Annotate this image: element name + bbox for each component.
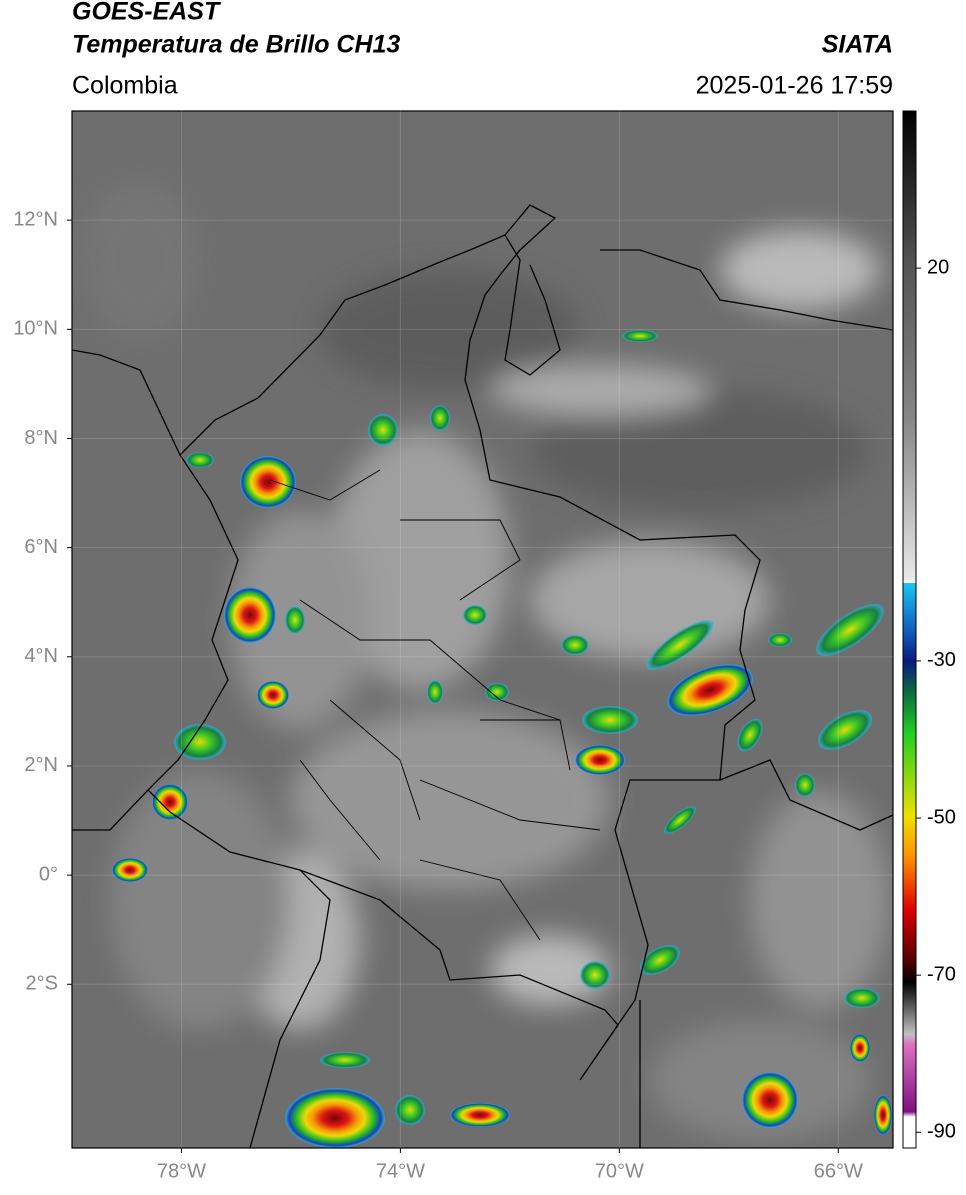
lat-tick-label: 6°N (24, 536, 58, 558)
lat-tick-label: 2°S (26, 973, 58, 995)
title-line2: Temperatura de Brillo CH13 (72, 31, 400, 59)
lon-tick-label: 74°W (376, 1160, 425, 1182)
colorbar (902, 110, 917, 1149)
colorbar-tick-label: -90 (927, 1121, 956, 1143)
title-line1: GOES-EAST (72, 0, 222, 26)
colorbar-tick-label: 20 (927, 256, 949, 278)
lon-tick-label: 78°W (157, 1160, 206, 1182)
lon-tick-label: 66°W (814, 1160, 863, 1182)
colorbar-tick-label: -50 (927, 806, 956, 828)
map-frame (71, 110, 894, 1149)
lat-tick-label: 8°N (24, 427, 58, 449)
source: SIATA (822, 31, 893, 59)
lat-tick-label: 0° (39, 863, 58, 885)
colorbar-tick-label: -70 (927, 963, 956, 985)
lon-tick-label: 70°W (595, 1160, 644, 1182)
region: Colombia (72, 72, 178, 100)
lat-tick-label: 10°N (13, 318, 58, 340)
timestamp: 2025-01-26 17:59 (696, 72, 893, 100)
colorbar-tick-label: -30 (927, 649, 956, 671)
satellite-image (72, 111, 893, 1148)
lat-tick-label: 4°N (24, 645, 58, 667)
lat-tick-label: 12°N (13, 208, 58, 230)
lat-tick-label: 2°N (24, 754, 58, 776)
borders (72, 204, 893, 1148)
